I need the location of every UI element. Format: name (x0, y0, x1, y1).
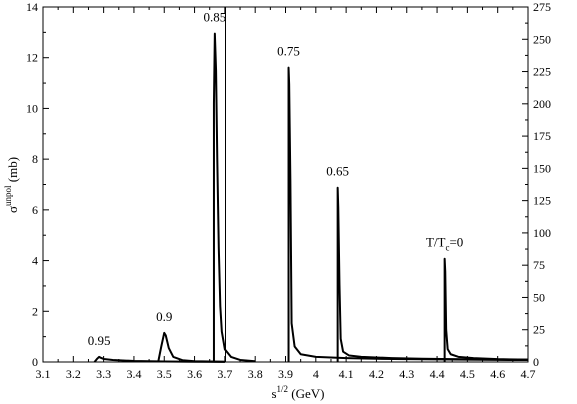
x-tick-label: 3.7 (217, 367, 232, 381)
peak-label: 0.95 (88, 333, 111, 348)
left-y-axis-ticks: 0 2 4 6 8 10 12 14 (26, 0, 49, 369)
y-right-tick-label: 100 (533, 226, 551, 240)
y-right-tick-label: 250 (533, 32, 551, 46)
x-tick-label: 3.3 (96, 367, 111, 381)
x-tick-label: 3.6 (187, 367, 202, 381)
x-tick-label: 3.8 (248, 367, 263, 381)
y-right-tick-label: 150 (533, 161, 551, 175)
y-left-tick-label: 6 (32, 203, 38, 217)
x-tick-label: 4.6 (490, 367, 505, 381)
y-left-tick-label: 0 (32, 355, 38, 369)
y-right-tick-label: 275 (533, 0, 551, 14)
series-layer (93, 32, 529, 363)
x-axis-ticks: 3.1 3.2 3.3 3.4 3.5 3.6 3.7 3.8 3.9 4 4.1 4.2 4.3 4.4… (36, 7, 536, 381)
peak-label: 0.85 (203, 10, 226, 25)
y-right-tick-label: 200 (533, 97, 551, 111)
y-right-tick-label: 25 (533, 323, 545, 337)
y-left-tick-label: 4 (32, 254, 38, 268)
y-left-tick-label: 8 (32, 152, 38, 166)
peak-label-text: 0.85 (203, 10, 226, 25)
peak-label: 0.65 (326, 164, 349, 179)
y-right-tick-label: 125 (533, 194, 551, 208)
x-tick-label: 4.7 (521, 367, 536, 381)
peak-label: 0.75 (277, 44, 300, 59)
series-line (212, 32, 256, 363)
x-axis-title: s1/2 (GeV) (271, 384, 324, 401)
peak-label: T/Tc=0 (426, 235, 463, 253)
x-tick-label: 3.9 (278, 367, 293, 381)
y-right-tick-label: 75 (533, 258, 545, 272)
x-tick-label: 3.2 (66, 367, 81, 381)
peak-label-text: 0.95 (88, 333, 111, 348)
x-tick-label: 4.2 (369, 367, 384, 381)
y-left-tick-label: 12 (26, 51, 38, 65)
peak-label-text: 0.65 (326, 164, 349, 179)
x-tick-label: 4 (313, 367, 319, 381)
x-tick-label: 4.5 (460, 367, 475, 381)
series-line (93, 355, 225, 363)
y-left-tick-label: 14 (26, 0, 38, 14)
right-y-axis-ticks: 0 25 50 75 100 125 150 175 200 225 250 275 (522, 0, 551, 369)
y-left-tick-label: 2 (32, 304, 38, 318)
series-line (336, 186, 529, 362)
peak-label: 0.9 (156, 309, 172, 324)
series-line (287, 66, 529, 362)
peak-label-text: 0.9 (156, 309, 172, 324)
plot-frame (42, 6, 529, 363)
y-axis-title: σunpol (mb) (3, 157, 20, 213)
y-right-tick-label: 225 (533, 65, 551, 79)
peak-labels: 0.95 0.9 0.85 0.75 0.65 T/Tc=0 (88, 10, 464, 348)
peak-label-text: 0.75 (277, 44, 300, 59)
x-tick-label: 4.3 (399, 367, 414, 381)
plot-area (42, 6, 529, 363)
x-tick-label: 3.1 (36, 367, 51, 381)
y-right-tick-label: 0 (533, 355, 539, 369)
x-tick-label: 3.4 (126, 367, 141, 381)
peak-label-subscript: c (445, 243, 449, 253)
x-tick-label: 4.1 (339, 367, 354, 381)
y-right-tick-label: 175 (533, 129, 551, 143)
series-line (157, 331, 225, 363)
x-tick-label: 3.5 (157, 367, 172, 381)
x-tick-label: 4.4 (430, 367, 445, 381)
peak-label-suffix: =0 (449, 235, 463, 250)
peak-label-text: T/T (426, 235, 446, 250)
series-line (443, 257, 529, 362)
y-left-tick-label: 10 (26, 101, 38, 115)
y-right-tick-label: 50 (533, 290, 545, 304)
